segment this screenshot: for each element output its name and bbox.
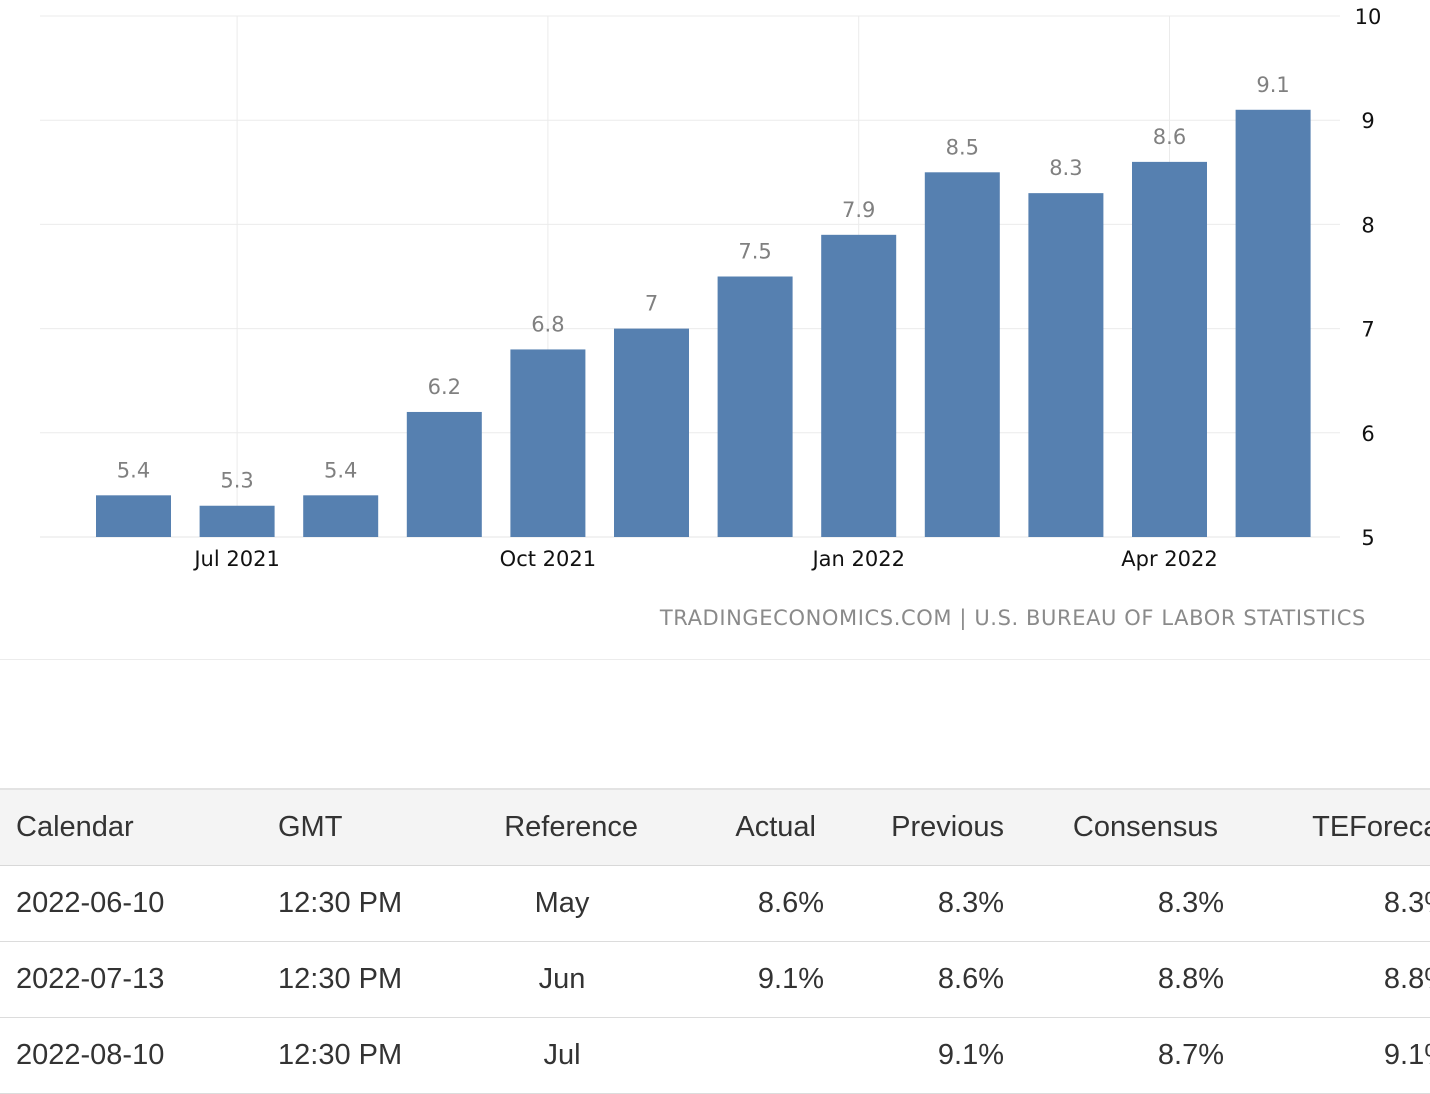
bar (821, 234, 897, 537)
bar-value-label: 7 (645, 292, 658, 316)
x-tick-label: Oct 2021 (500, 547, 596, 571)
bar-value-label: 8.5 (946, 135, 979, 159)
bar-value-label: 5.4 (324, 458, 357, 482)
chart-area: 5 6 7 8 9 10 Jul 2021 Oct 2021 Jan 2022 Apr 2022 5… (40, 5, 1382, 630)
cell-teforecast: 8.3% (1224, 865, 1430, 942)
bar-chart: 5 6 7 8 9 10 Jul 2021 Oct 2021 Jan 2022 Apr 2022 5… (40, 5, 1382, 571)
cell-calendar: 2022-06-10 (0, 865, 278, 942)
cell-calendar: 2022-07-13 (0, 941, 278, 1018)
bar (1132, 161, 1207, 537)
chart-source: TRADINGECONOMICS.COM | U.S. BUREAU OF LA… (659, 606, 1366, 630)
bar (717, 276, 793, 537)
calendar-header-row: Calendar GMT Reference Actual Previous C… (0, 788, 1430, 866)
table-row: 2022-06-10 12:30 PM May 8.6% 8.3% 8.3% 8… (0, 865, 1430, 942)
cell-previous: 8.3% (832, 865, 1004, 942)
y-tick-label: 5 (1361, 526, 1374, 550)
bar (96, 495, 171, 537)
y-tick-label: 9 (1361, 109, 1374, 133)
bar-value-label: 9.1 (1256, 73, 1289, 97)
cell-consensus: 8.7% (1004, 1017, 1224, 1094)
bar (510, 349, 586, 537)
cell-gmt: 12:30 PM (278, 1017, 468, 1094)
bar (406, 411, 482, 537)
cell-teforecast: 8.8% (1224, 941, 1430, 1018)
bar-value-label: 5.3 (220, 469, 253, 493)
cell-actual: 9.1% (656, 941, 832, 1018)
header-teforecast[interactable]: TEForecast (1224, 788, 1430, 866)
bar (924, 172, 1000, 538)
bar-value-label: 7.9 (842, 198, 875, 222)
y-tick-label: 8 (1361, 213, 1374, 237)
bar-value-label: 5.4 (117, 458, 150, 482)
cell-previous: 8.6% (832, 941, 1004, 1018)
header-gmt[interactable]: GMT (278, 788, 468, 866)
header-reference[interactable]: Reference (468, 788, 656, 866)
bar-value-label: 6.2 (428, 375, 461, 399)
x-tick-label: Jul 2021 (192, 547, 279, 571)
x-tick-label: Apr 2022 (1121, 547, 1217, 571)
cell-consensus: 8.8% (1004, 941, 1224, 1018)
header-actual[interactable]: Actual (656, 788, 832, 866)
bar (199, 505, 275, 537)
y-tick-label: 6 (1361, 422, 1374, 446)
bar-value-label: 8.3 (1049, 156, 1082, 180)
cell-reference: May (468, 865, 656, 942)
cell-actual: 8.6% (656, 865, 832, 942)
y-tick-label: 7 (1361, 318, 1374, 342)
cell-actual (656, 1017, 832, 1094)
bar-value-label: 6.8 (531, 312, 564, 336)
bar-value-label: 7.5 (738, 240, 771, 264)
calendar-table: Calendar GMT Reference Actual Previous C… (0, 788, 1430, 1094)
cell-gmt: 12:30 PM (278, 865, 468, 942)
cell-consensus: 8.3% (1004, 865, 1224, 942)
bar (303, 495, 379, 537)
section-divider (0, 659, 1430, 660)
cell-reference: Jul (468, 1017, 656, 1094)
cell-calendar: 2022-08-10 (0, 1017, 278, 1094)
bar-value-label: 8.6 (1153, 125, 1186, 149)
bar (614, 328, 689, 537)
cell-gmt: 12:30 PM (278, 941, 468, 1018)
cell-reference: Jun (468, 941, 656, 1018)
header-previous[interactable]: Previous (832, 788, 1004, 866)
table-row: 2022-07-13 12:30 PM Jun 9.1% 8.6% 8.8% 8… (0, 941, 1430, 1018)
bar (1028, 193, 1104, 537)
header-consensus[interactable]: Consensus (1004, 788, 1224, 866)
y-tick-label: 10 (1355, 5, 1382, 29)
cell-previous: 9.1% (832, 1017, 1004, 1094)
header-calendar[interactable]: Calendar (0, 788, 278, 866)
bar (1235, 109, 1311, 537)
table-row: 2022-08-10 12:30 PM Jul 9.1% 8.7% 9.1% (0, 1017, 1430, 1094)
cell-teforecast: 9.1% (1224, 1017, 1430, 1094)
x-tick-label: Jan 2022 (810, 547, 905, 571)
